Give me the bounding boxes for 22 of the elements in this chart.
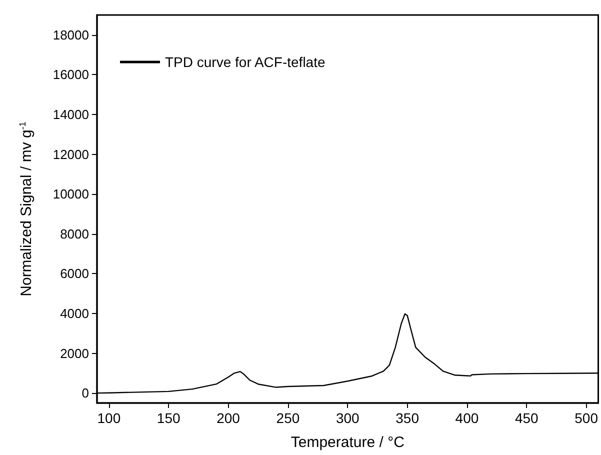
y-tick-label: 12000 [52, 146, 89, 162]
x-tick-label: 150 [156, 410, 180, 426]
x-tick-label: 300 [336, 410, 360, 426]
y-tick-label: 4000 [60, 306, 89, 321]
legend-label: TPD curve for ACF-teflate [165, 54, 326, 70]
y-tick-label: 10000 [52, 186, 89, 202]
y-tick-label: 8000 [60, 226, 89, 242]
x-tick-label: 500 [574, 410, 598, 426]
y-tick-label: 14000 [52, 106, 89, 122]
x-tick-label: 450 [514, 410, 539, 426]
y-tick-label: 16000 [52, 67, 89, 82]
x-tick-label: 200 [216, 410, 240, 426]
x-tick-label: 400 [455, 410, 479, 426]
y-tick-label: 0 [82, 386, 89, 401]
y-axis-title: Normalized Signal / mv g-1 [18, 122, 35, 296]
x-tick-label: 250 [276, 410, 300, 426]
x-tick-label: 100 [97, 410, 121, 426]
x-axis-title: Temperature / °C [290, 434, 405, 451]
y-tick-label: 6000 [60, 266, 89, 282]
y-tick-label: 2000 [60, 346, 89, 361]
y-tick-label: 18000 [52, 27, 89, 42]
x-tick-label: 350 [396, 410, 420, 426]
